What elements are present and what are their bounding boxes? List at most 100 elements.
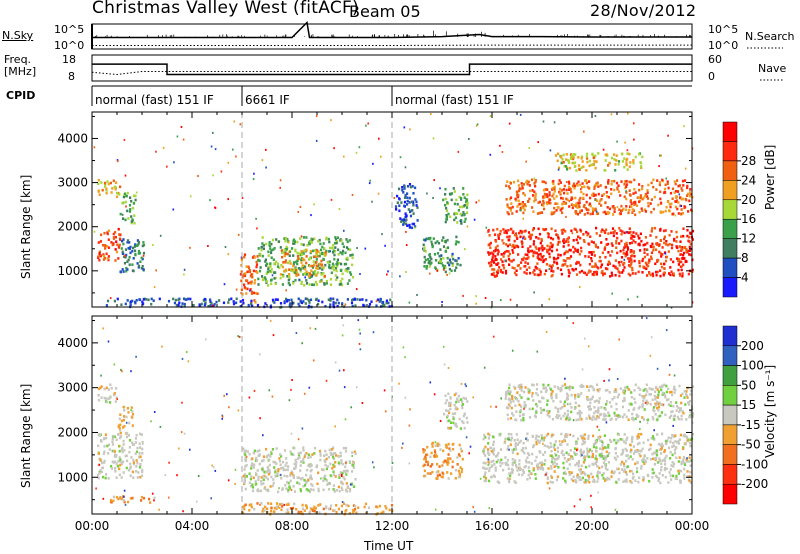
power-cell (567, 237, 570, 240)
power-cell (262, 244, 265, 247)
velocity-cell (119, 431, 122, 435)
velocity-cell (592, 442, 595, 446)
power-cell (517, 179, 520, 183)
power-cell (134, 252, 137, 256)
power-cell (588, 159, 591, 163)
velocity-cell (268, 469, 271, 472)
velocity-cell (277, 468, 280, 471)
power-cell (407, 208, 410, 211)
power-cell (344, 262, 348, 266)
power-cell (334, 250, 337, 253)
power-speck (509, 298, 512, 301)
power-cell (660, 265, 664, 269)
power-speck (252, 178, 255, 181)
velocity-speck (383, 389, 386, 392)
velocity-cell (625, 459, 628, 463)
power-cell (651, 272, 654, 276)
velocity-cell (629, 443, 632, 447)
power-cell (664, 209, 667, 213)
velocity-cell (560, 432, 563, 436)
velocity-cell (123, 409, 126, 412)
velocity-cell (566, 413, 570, 416)
velocity-cell (565, 398, 568, 401)
velocity-cell (456, 456, 459, 459)
velocity-cell (515, 448, 518, 451)
velocity-cell (120, 497, 123, 501)
power-cell (442, 257, 445, 260)
velocity-cell (97, 433, 100, 437)
velocity-cell (285, 511, 288, 515)
velocity-cell (301, 503, 304, 507)
power-cell (588, 187, 591, 190)
power-cell (459, 205, 462, 209)
power-cell (686, 194, 689, 197)
power-cell (681, 189, 684, 192)
velocity-cell (268, 458, 271, 462)
power-cell (321, 252, 324, 256)
velocity-cell (579, 449, 582, 453)
power-cell (294, 249, 297, 253)
velocity-cell (136, 446, 139, 450)
velocity-cell (259, 489, 262, 493)
power-speck (359, 273, 361, 275)
power-cell (183, 305, 186, 308)
power-cell (270, 251, 273, 255)
power-cell (600, 271, 603, 275)
velocity-cell (680, 414, 683, 418)
velocity-cell (99, 458, 102, 462)
power-cell (625, 179, 628, 183)
power-speck (189, 246, 191, 249)
velocity-cell (282, 466, 285, 470)
velocity-speck (95, 487, 97, 490)
power-cell (625, 208, 628, 212)
power-cell (672, 260, 675, 264)
velocity-cell (688, 399, 692, 403)
power-cell (673, 239, 676, 242)
power-speck (220, 170, 223, 173)
velocity-cell (661, 474, 664, 477)
velocity-cell (326, 483, 329, 486)
velocity-cell (682, 411, 685, 415)
power-cell (110, 241, 113, 244)
power-cell (198, 304, 201, 308)
velocity-cell (653, 409, 656, 413)
power-cell (664, 183, 667, 187)
velocity-cell (335, 454, 338, 457)
power-cell (293, 242, 296, 245)
power-cell (491, 258, 494, 262)
velocity-cell (251, 457, 254, 460)
velocity-cell (588, 385, 591, 389)
velocity-cell (338, 489, 341, 493)
power-cell (200, 302, 203, 306)
power-cell (600, 241, 603, 244)
velocity-cell (685, 458, 688, 461)
velocity-cell (138, 456, 141, 459)
velocity-cell (304, 483, 307, 487)
velocity-cell (521, 385, 524, 389)
velocity-cell (492, 447, 495, 451)
velocity-cell (626, 465, 629, 468)
power-cell (534, 184, 537, 188)
power-cell (351, 256, 354, 260)
power-cell (265, 272, 268, 275)
power-cell (659, 252, 662, 255)
power-cell (385, 301, 388, 305)
power-cell (312, 271, 315, 274)
power-cell (592, 163, 596, 166)
power-cell (428, 265, 431, 268)
velocity-cell (431, 470, 434, 474)
power-cell (678, 272, 681, 276)
power-cell (584, 255, 587, 258)
power-cell (114, 186, 117, 189)
velocity-cell (423, 448, 426, 452)
velocity-cell (565, 386, 568, 390)
power-cell (649, 273, 652, 277)
power-cell (577, 201, 580, 205)
velocity-cell (602, 447, 605, 450)
power-speck (499, 144, 501, 147)
velocity-cell (639, 388, 642, 391)
power-cell (526, 179, 529, 183)
power-speck (180, 126, 183, 128)
velocity-cell (647, 418, 650, 422)
power-cell (446, 238, 449, 242)
